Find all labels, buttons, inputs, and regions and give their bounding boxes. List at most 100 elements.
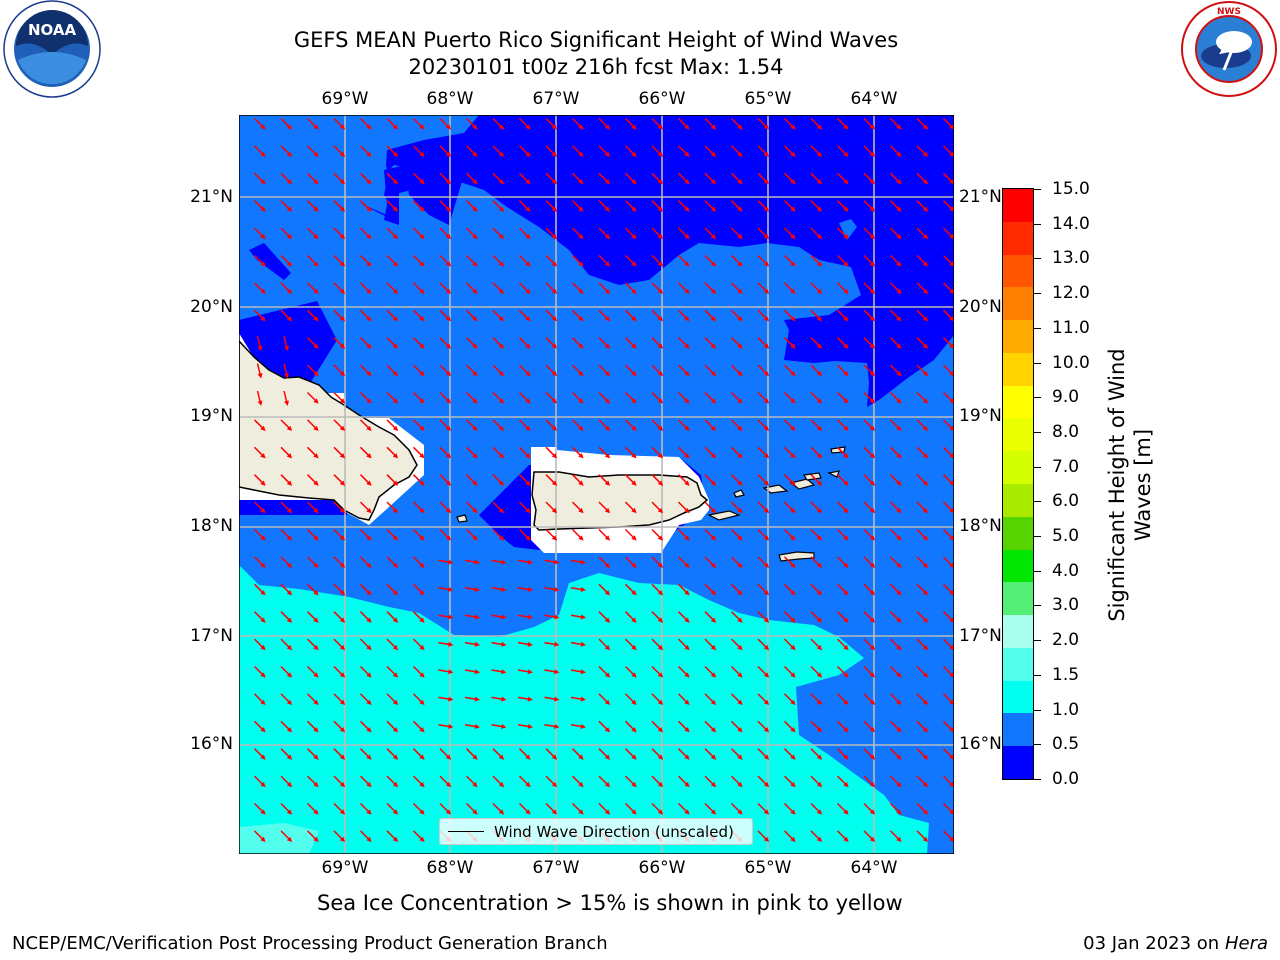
colorbar-tick-mark: [1034, 605, 1041, 607]
wind-arrow: [916, 391, 929, 404]
wind-arrow: [253, 446, 266, 459]
wind-arrow: [306, 748, 319, 760]
wind-arrow: [253, 282, 266, 295]
wind-arrow: [889, 419, 902, 432]
nws-logo: NWS: [1181, 1, 1277, 97]
wind-arrow: [942, 775, 954, 788]
colorbar-segment: [1003, 582, 1033, 616]
wind-arrow: [253, 419, 266, 432]
wind-arrow: [439, 227, 452, 240]
wind-arrow: [412, 254, 425, 267]
wind-arrow: [545, 309, 558, 322]
wind-arrow: [651, 337, 664, 349]
wind-arrow: [863, 227, 876, 240]
wind-arrow: [916, 611, 929, 623]
wind-arrow: [465, 254, 478, 267]
wind-arrow: [783, 748, 796, 760]
wind-arrow: [598, 638, 611, 651]
wind-arrow: [757, 611, 770, 623]
wind-arrow: [942, 474, 954, 486]
wind-arrow: [545, 172, 558, 185]
colorbar-tick-mark: [1034, 223, 1041, 225]
wind-arrow: [333, 227, 346, 240]
wind-arrow: [518, 419, 531, 432]
colorbar-tick-mark: [1034, 466, 1041, 468]
wind-arrow: [253, 474, 266, 486]
wind-arrow: [386, 391, 399, 404]
wind-arrow: [280, 556, 293, 569]
wind-arrow: [517, 587, 533, 592]
land-vieques: [707, 510, 741, 521]
wind-arrow: [598, 364, 611, 377]
wind-arrow: [256, 390, 263, 406]
land-st-john: [789, 478, 816, 490]
wind-arrow: [492, 446, 505, 459]
wind-arrow: [333, 775, 346, 788]
wind-arrow: [438, 587, 454, 592]
wind-arrow: [359, 474, 372, 486]
wind-arrow: [306, 528, 319, 541]
wind-arrow: [598, 391, 611, 404]
wind-arrow: [836, 254, 849, 267]
wind-arrow: [704, 337, 717, 349]
wind-arrow: [889, 802, 902, 815]
wind-arrow: [518, 501, 531, 514]
wind-arrow: [570, 559, 586, 565]
wind-arrow: [598, 583, 611, 596]
wind-arrow: [624, 775, 637, 788]
wind-arrow: [624, 364, 637, 377]
wind-arrow: [280, 282, 293, 295]
wind-arrow: [253, 309, 266, 322]
wind-arrow: [465, 419, 478, 432]
colorbar-tick-label: 4.0: [1052, 560, 1080, 581]
colorbar-segment: [1003, 647, 1033, 682]
wind-arrow: [492, 309, 505, 322]
wind-arrow: [863, 748, 876, 760]
wind-arrow: [836, 830, 849, 843]
wind-arrow: [704, 583, 717, 596]
wind-arrow: [598, 775, 611, 788]
wind-arrow: [757, 446, 770, 459]
wind-arrow: [783, 200, 796, 212]
wind-arrow: [359, 583, 372, 596]
wind-arrow: [942, 830, 954, 842]
wind-arrow: [810, 117, 823, 130]
wind-arrow: [518, 337, 531, 349]
wind-arrow: [704, 720, 717, 733]
wind-arrow: [518, 446, 531, 459]
wind-arrow: [439, 145, 452, 158]
wind-arrow: [624, 227, 637, 240]
wind-arrow: [306, 583, 319, 596]
wind-arrow: [730, 611, 743, 623]
colorbar-tick-mark: [1034, 570, 1041, 572]
wave-field-mid-dot: [839, 219, 857, 240]
wind-arrow: [783, 528, 796, 541]
wind-arrow: [916, 802, 929, 815]
wind-arrow: [783, 309, 796, 322]
wind-arrow: [306, 254, 319, 267]
wind-arrow: [571, 172, 584, 185]
wind-arrow: [942, 583, 954, 596]
colorbar-segment: [1003, 484, 1033, 518]
wind-arrow: [836, 446, 849, 459]
wind-arrow: [439, 501, 452, 514]
wind-arrow: [253, 638, 266, 651]
colorbar-tick-label: 12.0: [1052, 283, 1090, 304]
wind-arrow: [942, 227, 954, 240]
wind-arrow: [545, 748, 558, 760]
wind-arrow: [624, 720, 637, 733]
wind-arrow: [570, 669, 586, 675]
wind-arrow: [863, 391, 876, 404]
wind-arrow: [492, 802, 505, 815]
wind-arrow: [889, 309, 902, 322]
wind-arrow: [517, 614, 533, 620]
lat-tick-left: 16°N: [190, 734, 233, 754]
wind-arrow: [757, 720, 770, 733]
wind-arrow: [810, 337, 823, 349]
wind-arrow: [492, 227, 505, 240]
wind-arrow: [651, 720, 664, 733]
wind-arrow: [889, 501, 902, 514]
wave-field-low-nw: [384, 163, 464, 225]
noaa-logo-text: NOAA: [28, 21, 77, 39]
wind-arrow: [545, 474, 558, 486]
